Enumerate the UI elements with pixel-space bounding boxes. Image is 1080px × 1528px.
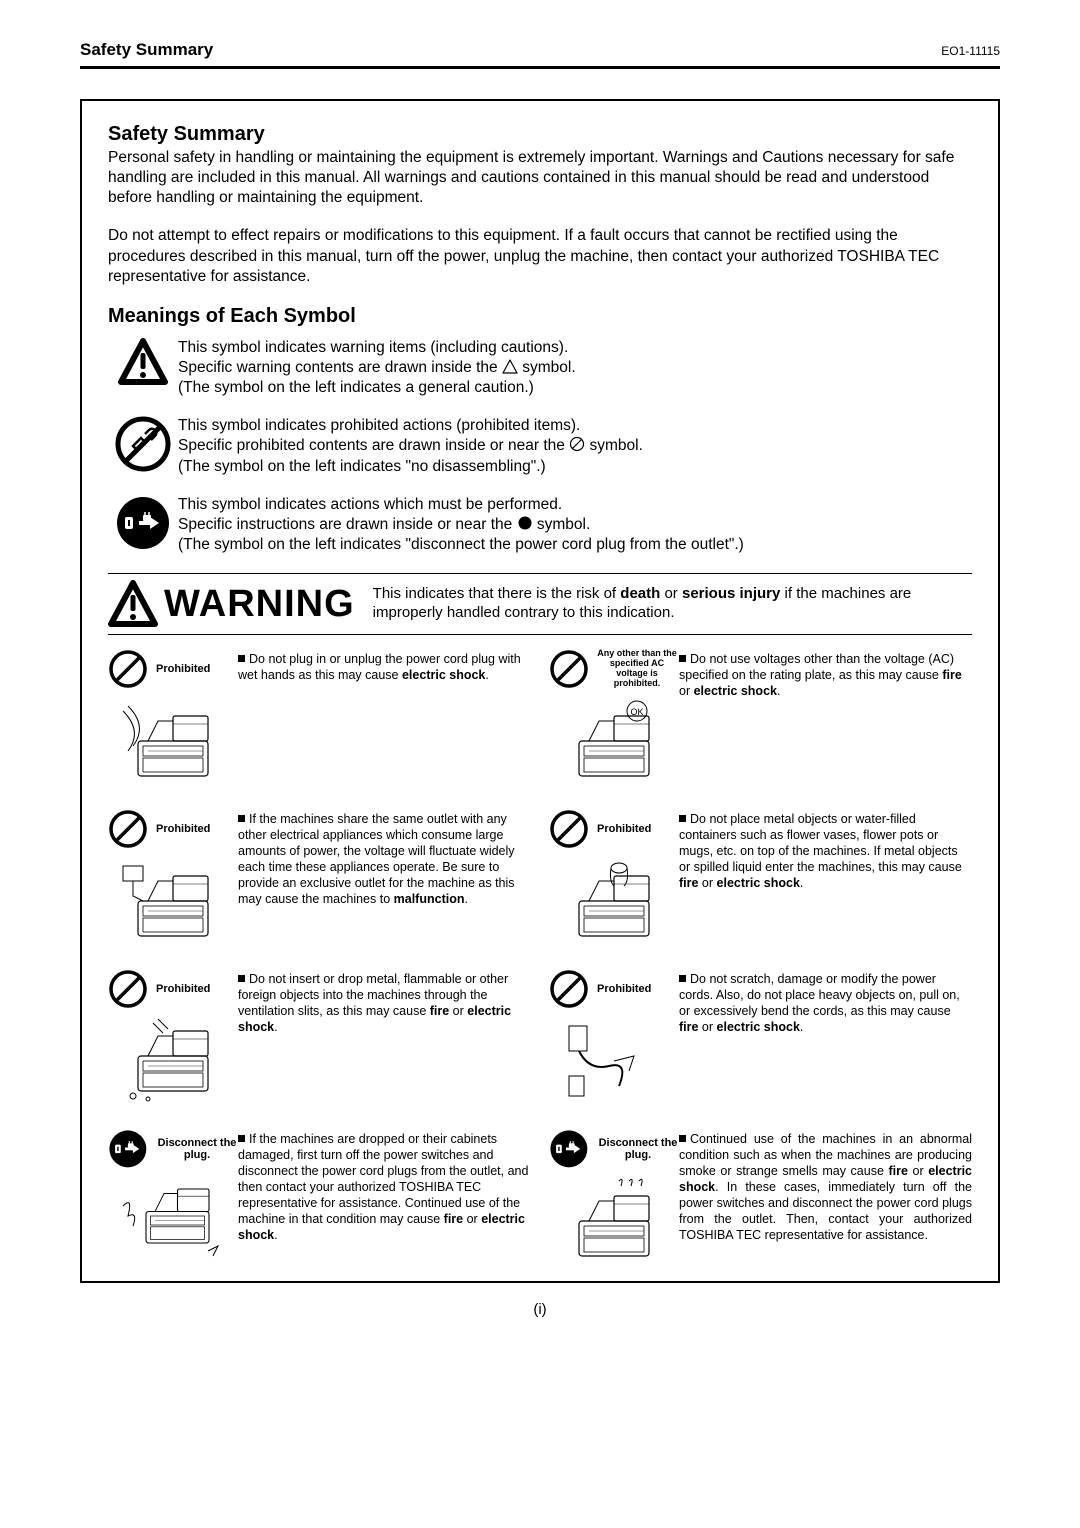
item-text: If the machines are dropped or their cab… xyxy=(238,1129,531,1243)
prohibit-icon xyxy=(549,809,589,849)
symbol-text-prohibited: This symbol indicates prohibited actions… xyxy=(178,416,643,476)
symbol-row-prohibited: This symbol indicates prohibited actions… xyxy=(108,416,972,476)
sym1-line3: (The symbol on the left indicates a gene… xyxy=(178,379,534,396)
item-text: If the machines share the same outlet wi… xyxy=(238,809,531,907)
warning-item: Prohibited If the machines share the sam… xyxy=(108,809,531,943)
bullet-icon xyxy=(679,655,686,662)
item-text: Do not insert or drop metal, flammable o… xyxy=(238,969,531,1035)
unplug-icon xyxy=(108,1129,148,1169)
no-disassemble-icon xyxy=(108,416,178,472)
item-text: Do not plug in or unplug the power cord … xyxy=(238,649,531,683)
header-title: Safety Summary xyxy=(80,40,213,60)
sym3-line1: This symbol indicates actions which must… xyxy=(178,496,562,513)
item-text: Continued use of the machines in an abno… xyxy=(679,1129,972,1243)
sym2-line2b: symbol. xyxy=(585,437,643,454)
illustration-icon xyxy=(554,1013,674,1103)
item-text: Do not scratch, damage or modify the pow… xyxy=(679,969,972,1035)
page-header: Safety Summary EO1-11115 xyxy=(80,40,1000,69)
warning-item: Disconnect the plug. Continued use of th… xyxy=(549,1129,972,1263)
warning-item: Disconnect the plug. If the machines are… xyxy=(108,1129,531,1263)
warning-triangle-icon xyxy=(108,580,158,628)
warning-item: Any other than the specified AC voltage … xyxy=(549,649,972,783)
warning-item: Prohibited Do not insert or drop metal, … xyxy=(108,969,531,1103)
item-label: Disconnect the plug. xyxy=(156,1137,238,1161)
triangle-inline-icon xyxy=(502,359,518,374)
illustration-icon xyxy=(554,1173,674,1263)
page: Safety Summary EO1-11115 Safety Summary … xyxy=(0,0,1080,1338)
warning-triangle-icon xyxy=(108,338,178,386)
warning-banner: WARNING This indicates that there is the… xyxy=(108,573,972,635)
item-label: Prohibited xyxy=(156,823,210,835)
symbols-title: Meanings of Each Symbol xyxy=(108,305,972,328)
sym2-line2a: Specific prohibited contents are drawn i… xyxy=(178,437,569,454)
symbol-row-action: This symbol indicates actions which must… xyxy=(108,495,972,555)
prohibit-icon xyxy=(108,969,148,1009)
bullet-icon xyxy=(238,975,245,982)
bullet-icon xyxy=(238,655,245,662)
unplug-icon xyxy=(549,1129,589,1169)
intro-paragraph-2: Do not attempt to effect repairs or modi… xyxy=(108,226,972,286)
dot-inline-icon xyxy=(517,515,533,531)
illustration-icon xyxy=(113,1013,233,1103)
item-label: Any other than the specified AC voltage … xyxy=(597,649,677,689)
sym3-line2b: symbol. xyxy=(533,516,591,533)
page-number: (i) xyxy=(80,1301,1000,1318)
svg-text:OK: OK xyxy=(630,707,643,717)
warning-description: This indicates that there is the risk of… xyxy=(373,585,972,623)
item-text: Do not use voltages other than the volta… xyxy=(679,649,972,699)
illustration-icon xyxy=(113,693,233,783)
bullet-icon xyxy=(238,815,245,822)
illustration-icon xyxy=(113,853,233,943)
prohibit-icon xyxy=(108,649,148,689)
warning-items-grid: Prohibited Do not plug in or unplug the … xyxy=(108,649,972,1263)
item-label: Prohibited xyxy=(597,823,651,835)
warning-item: Prohibited Do not plug in or unplug the … xyxy=(108,649,531,783)
prohibit-icon xyxy=(549,969,589,1009)
sym1-line2a: Specific warning contents are drawn insi… xyxy=(178,359,502,376)
sym1-line2b: symbol. xyxy=(518,359,576,376)
sym2-line1: This symbol indicates prohibited actions… xyxy=(178,417,580,434)
illustration-icon: OK xyxy=(554,693,674,783)
symbol-row-warning: This symbol indicates warning items (inc… xyxy=(108,338,972,398)
unplug-icon xyxy=(108,495,178,551)
sym3-line2a: Specific instructions are drawn inside o… xyxy=(178,516,517,533)
item-text: Do not place metal objects or water-fill… xyxy=(679,809,972,891)
bullet-icon xyxy=(238,1135,245,1142)
prohibit-icon xyxy=(549,649,589,689)
main-title: Safety Summary xyxy=(108,123,972,146)
intro-paragraph-1: Personal safety in handling or maintaini… xyxy=(108,148,972,208)
bullet-icon xyxy=(679,975,686,982)
warning-word: WARNING xyxy=(164,583,355,626)
content-box: Safety Summary Personal safety in handli… xyxy=(80,99,1000,1283)
header-code: EO1-11115 xyxy=(941,44,1000,58)
illustration-icon xyxy=(113,1173,233,1263)
warning-item: Prohibited Do not place metal objects or… xyxy=(549,809,972,943)
sym1-line1: This symbol indicates warning items (inc… xyxy=(178,339,568,356)
illustration-icon xyxy=(554,853,674,943)
warning-item: Prohibited Do not scratch, damage or mod… xyxy=(549,969,972,1103)
prohibit-icon xyxy=(108,809,148,849)
prohibit-inline-icon xyxy=(569,436,585,452)
symbol-text-action: This symbol indicates actions which must… xyxy=(178,495,744,555)
bullet-icon xyxy=(679,1135,686,1142)
bullet-icon xyxy=(679,815,686,822)
item-label: Disconnect the plug. xyxy=(597,1137,679,1161)
item-label: Prohibited xyxy=(597,983,651,995)
item-label: Prohibited xyxy=(156,983,210,995)
sym3-line3: (The symbol on the left indicates "disco… xyxy=(178,536,744,553)
sym2-line3: (The symbol on the left indicates "no di… xyxy=(178,458,546,475)
symbol-text-warning: This symbol indicates warning items (inc… xyxy=(178,338,576,398)
item-label: Prohibited xyxy=(156,663,210,675)
